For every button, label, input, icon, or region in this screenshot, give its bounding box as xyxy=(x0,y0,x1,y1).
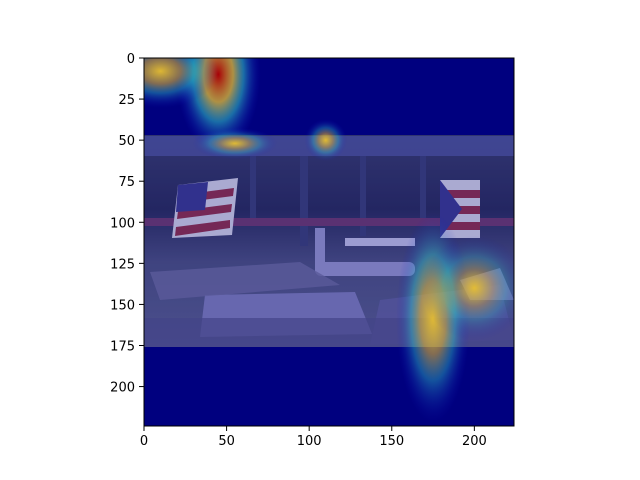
y-tick-label: 75 xyxy=(118,175,135,190)
y-tick-label: 25 xyxy=(118,93,135,108)
y-tick-label: 200 xyxy=(110,381,135,396)
heat-hotspot xyxy=(192,127,278,160)
x-tick-label: 200 xyxy=(462,434,487,449)
y-axis: 0 25 50 75 100 125 150 175 200 xyxy=(110,52,144,396)
y-tick-label: 50 xyxy=(118,134,135,149)
flag-left xyxy=(172,178,238,238)
plot-area xyxy=(144,58,514,426)
x-axis: 0 50 100 150 200 xyxy=(140,426,487,449)
x-tick-label: 150 xyxy=(379,434,404,449)
heat-hotspot xyxy=(421,235,514,341)
y-tick-label: 0 xyxy=(127,52,135,67)
x-tick-label: 0 xyxy=(140,434,148,449)
y-tick-label: 175 xyxy=(110,340,135,355)
attention-heatmap-overlay xyxy=(144,58,514,423)
y-tick-label: 125 xyxy=(110,257,135,272)
heat-hotspot xyxy=(144,58,219,108)
heat-hotspot xyxy=(304,119,347,162)
plot-frame xyxy=(143,57,515,427)
x-tick-label: 50 xyxy=(218,434,235,449)
y-tick-label: 100 xyxy=(110,216,135,231)
y-tick-label: 150 xyxy=(110,298,135,313)
x-tick-label: 100 xyxy=(297,434,322,449)
